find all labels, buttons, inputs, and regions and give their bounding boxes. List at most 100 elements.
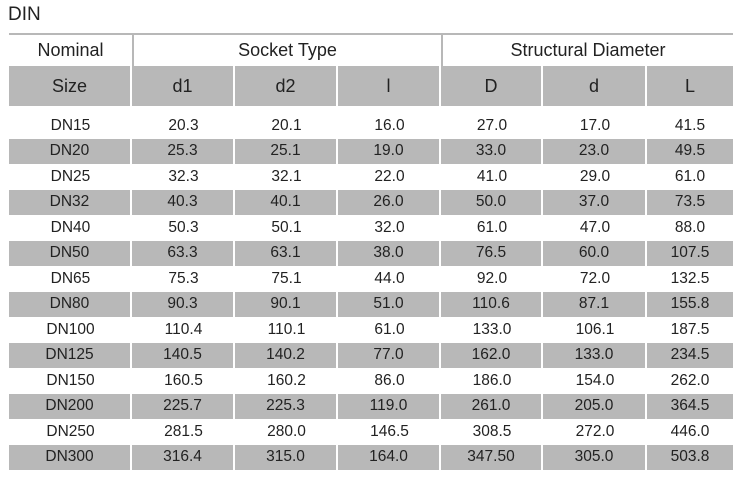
cell-size: DN100 xyxy=(46,320,95,338)
cell-l: 51.0 xyxy=(338,291,441,317)
cell-size: DN40 xyxy=(50,218,91,236)
cell-d1: 25.3 xyxy=(132,138,235,164)
cell-d2: 50.1 xyxy=(271,218,302,236)
table-row: DN125 140.5 140.2 77.0 162.0 133.0 234.5 xyxy=(9,342,733,368)
table-row: DN65 75.3 75.1 44.0 92.0 72.0 132.5 xyxy=(9,266,733,292)
cell-L: 41.5 xyxy=(674,116,706,134)
header-d: d xyxy=(543,66,647,106)
cell-l: 19.0 xyxy=(338,138,441,164)
cell-d1: 50.3 xyxy=(168,218,199,236)
din-dimension-table: Nominal Socket Type Structural Diameter … xyxy=(9,33,733,470)
cell-l: 22.0 xyxy=(374,167,405,185)
cell-d2: 32.1 xyxy=(271,167,302,185)
cell-D: 347.50 xyxy=(441,444,543,470)
cell-d2: 20.1 xyxy=(271,116,302,134)
cell-size: DN200 xyxy=(9,393,132,419)
cell-l: 77.0 xyxy=(338,342,441,368)
cell-D: 110.6 xyxy=(441,291,543,317)
cell-D: 41.0 xyxy=(476,167,508,185)
cell-l: 119.0 xyxy=(338,393,441,419)
cell-d: 47.0 xyxy=(579,218,611,236)
table-row: DN250 281.5 280.0 146.5 308.5 272.0 446.0 xyxy=(9,419,733,445)
table-row: DN40 50.3 50.1 32.0 61.0 47.0 88.0 xyxy=(9,215,733,241)
header-d1: d1 xyxy=(132,66,235,106)
cell-d: 37.0 xyxy=(543,189,647,215)
cell-d: 23.0 xyxy=(543,138,647,164)
cell-D: 162.0 xyxy=(441,342,543,368)
cell-size: DN32 xyxy=(9,189,132,215)
cell-l: 61.0 xyxy=(374,320,405,338)
cell-d: 305.0 xyxy=(543,444,647,470)
table-row: DN300 316.4 315.0 164.0 347.50 305.0 503.8 xyxy=(9,444,733,470)
cell-D: 50.0 xyxy=(441,189,543,215)
cell-L: 155.8 xyxy=(670,295,710,313)
cell-d1: 110.4 xyxy=(164,320,203,338)
cell-size: DN80 xyxy=(9,291,132,317)
cell-size: DN20 xyxy=(9,138,132,164)
cell-size: DN250 xyxy=(46,422,95,440)
cell-d2: 63.1 xyxy=(235,240,338,266)
cell-D: 186.0 xyxy=(472,371,512,389)
header-l: l xyxy=(338,66,441,106)
cell-D: 33.0 xyxy=(441,138,543,164)
cell-size: DN65 xyxy=(50,269,91,287)
cell-L: 132.5 xyxy=(670,269,710,287)
cell-l: 44.0 xyxy=(374,269,405,287)
cell-l: 146.5 xyxy=(370,422,409,440)
cell-L: 262.0 xyxy=(670,371,710,389)
cell-d: 154.0 xyxy=(575,371,615,389)
cell-D: 61.0 xyxy=(476,218,508,236)
cell-l: 164.0 xyxy=(338,444,441,470)
cell-d2: 40.1 xyxy=(235,189,338,215)
cell-d2: 160.2 xyxy=(267,371,306,389)
cell-l: 38.0 xyxy=(338,240,441,266)
table-row: DN50 63.3 63.1 38.0 76.5 60.0 107.5 xyxy=(9,240,733,266)
cell-d1: 90.3 xyxy=(132,291,235,317)
cell-L: 73.5 xyxy=(674,193,706,211)
cell-size: DN125 xyxy=(9,342,132,368)
header-row-group: Nominal Socket Type Structural Diameter xyxy=(9,33,733,66)
cell-L: 234.5 xyxy=(670,346,710,364)
cell-d1: 32.3 xyxy=(168,167,199,185)
cell-size: DN150 xyxy=(46,371,95,389)
cell-d: 60.0 xyxy=(543,240,647,266)
header-nominal: Nominal xyxy=(9,35,132,66)
cell-L: 88.0 xyxy=(674,218,706,236)
cell-d1: 281.5 xyxy=(164,422,203,440)
cell-L: 503.8 xyxy=(670,448,710,466)
cell-D: 308.5 xyxy=(472,422,512,440)
cell-d: 87.1 xyxy=(543,291,647,317)
cell-l: 86.0 xyxy=(374,371,405,389)
cell-d: 133.0 xyxy=(543,342,647,368)
table-row: DN100 110.4 110.1 61.0 133.0 106.1 187.5 xyxy=(9,317,733,343)
header-d2: d2 xyxy=(235,66,338,106)
cell-D: 27.0 xyxy=(476,116,508,134)
cell-d2: 75.1 xyxy=(271,269,302,287)
cell-d2: 140.2 xyxy=(235,342,338,368)
cell-d2: 280.0 xyxy=(267,422,306,440)
cell-d2: 225.3 xyxy=(235,393,338,419)
table-row: DN20 25.3 25.1 19.0 33.0 23.0 49.5 xyxy=(9,138,733,164)
cell-l: 26.0 xyxy=(338,189,441,215)
table-row: DN25 32.3 32.1 22.0 41.0 29.0 61.0 xyxy=(9,164,733,190)
table-row: DN15 20.3 20.1 16.0 27.0 17.0 41.5 xyxy=(9,113,733,139)
cell-D: 76.5 xyxy=(441,240,543,266)
cell-l: 32.0 xyxy=(374,218,405,236)
table-row: DN150 160.5 160.2 86.0 186.0 154.0 262.0 xyxy=(9,368,733,394)
cell-d: 72.0 xyxy=(579,269,611,287)
cell-d1: 63.3 xyxy=(132,240,235,266)
cell-d1: 20.3 xyxy=(168,116,199,134)
cell-d1: 75.3 xyxy=(168,269,199,287)
table-title: DIN xyxy=(8,4,41,25)
cell-size: DN50 xyxy=(9,240,132,266)
cell-d1: 160.5 xyxy=(164,371,203,389)
header-L: L xyxy=(647,66,733,106)
cell-d: 106.1 xyxy=(575,320,615,338)
cell-d2: 315.0 xyxy=(235,444,338,470)
cell-D: 92.0 xyxy=(476,269,508,287)
header-D: D xyxy=(441,66,543,106)
table-row: DN200 225.7 225.3 119.0 261.0 205.0 364.5 xyxy=(9,393,733,419)
cell-d2: 90.1 xyxy=(235,291,338,317)
cell-L: 107.5 xyxy=(670,244,710,262)
cell-d: 205.0 xyxy=(543,393,647,419)
